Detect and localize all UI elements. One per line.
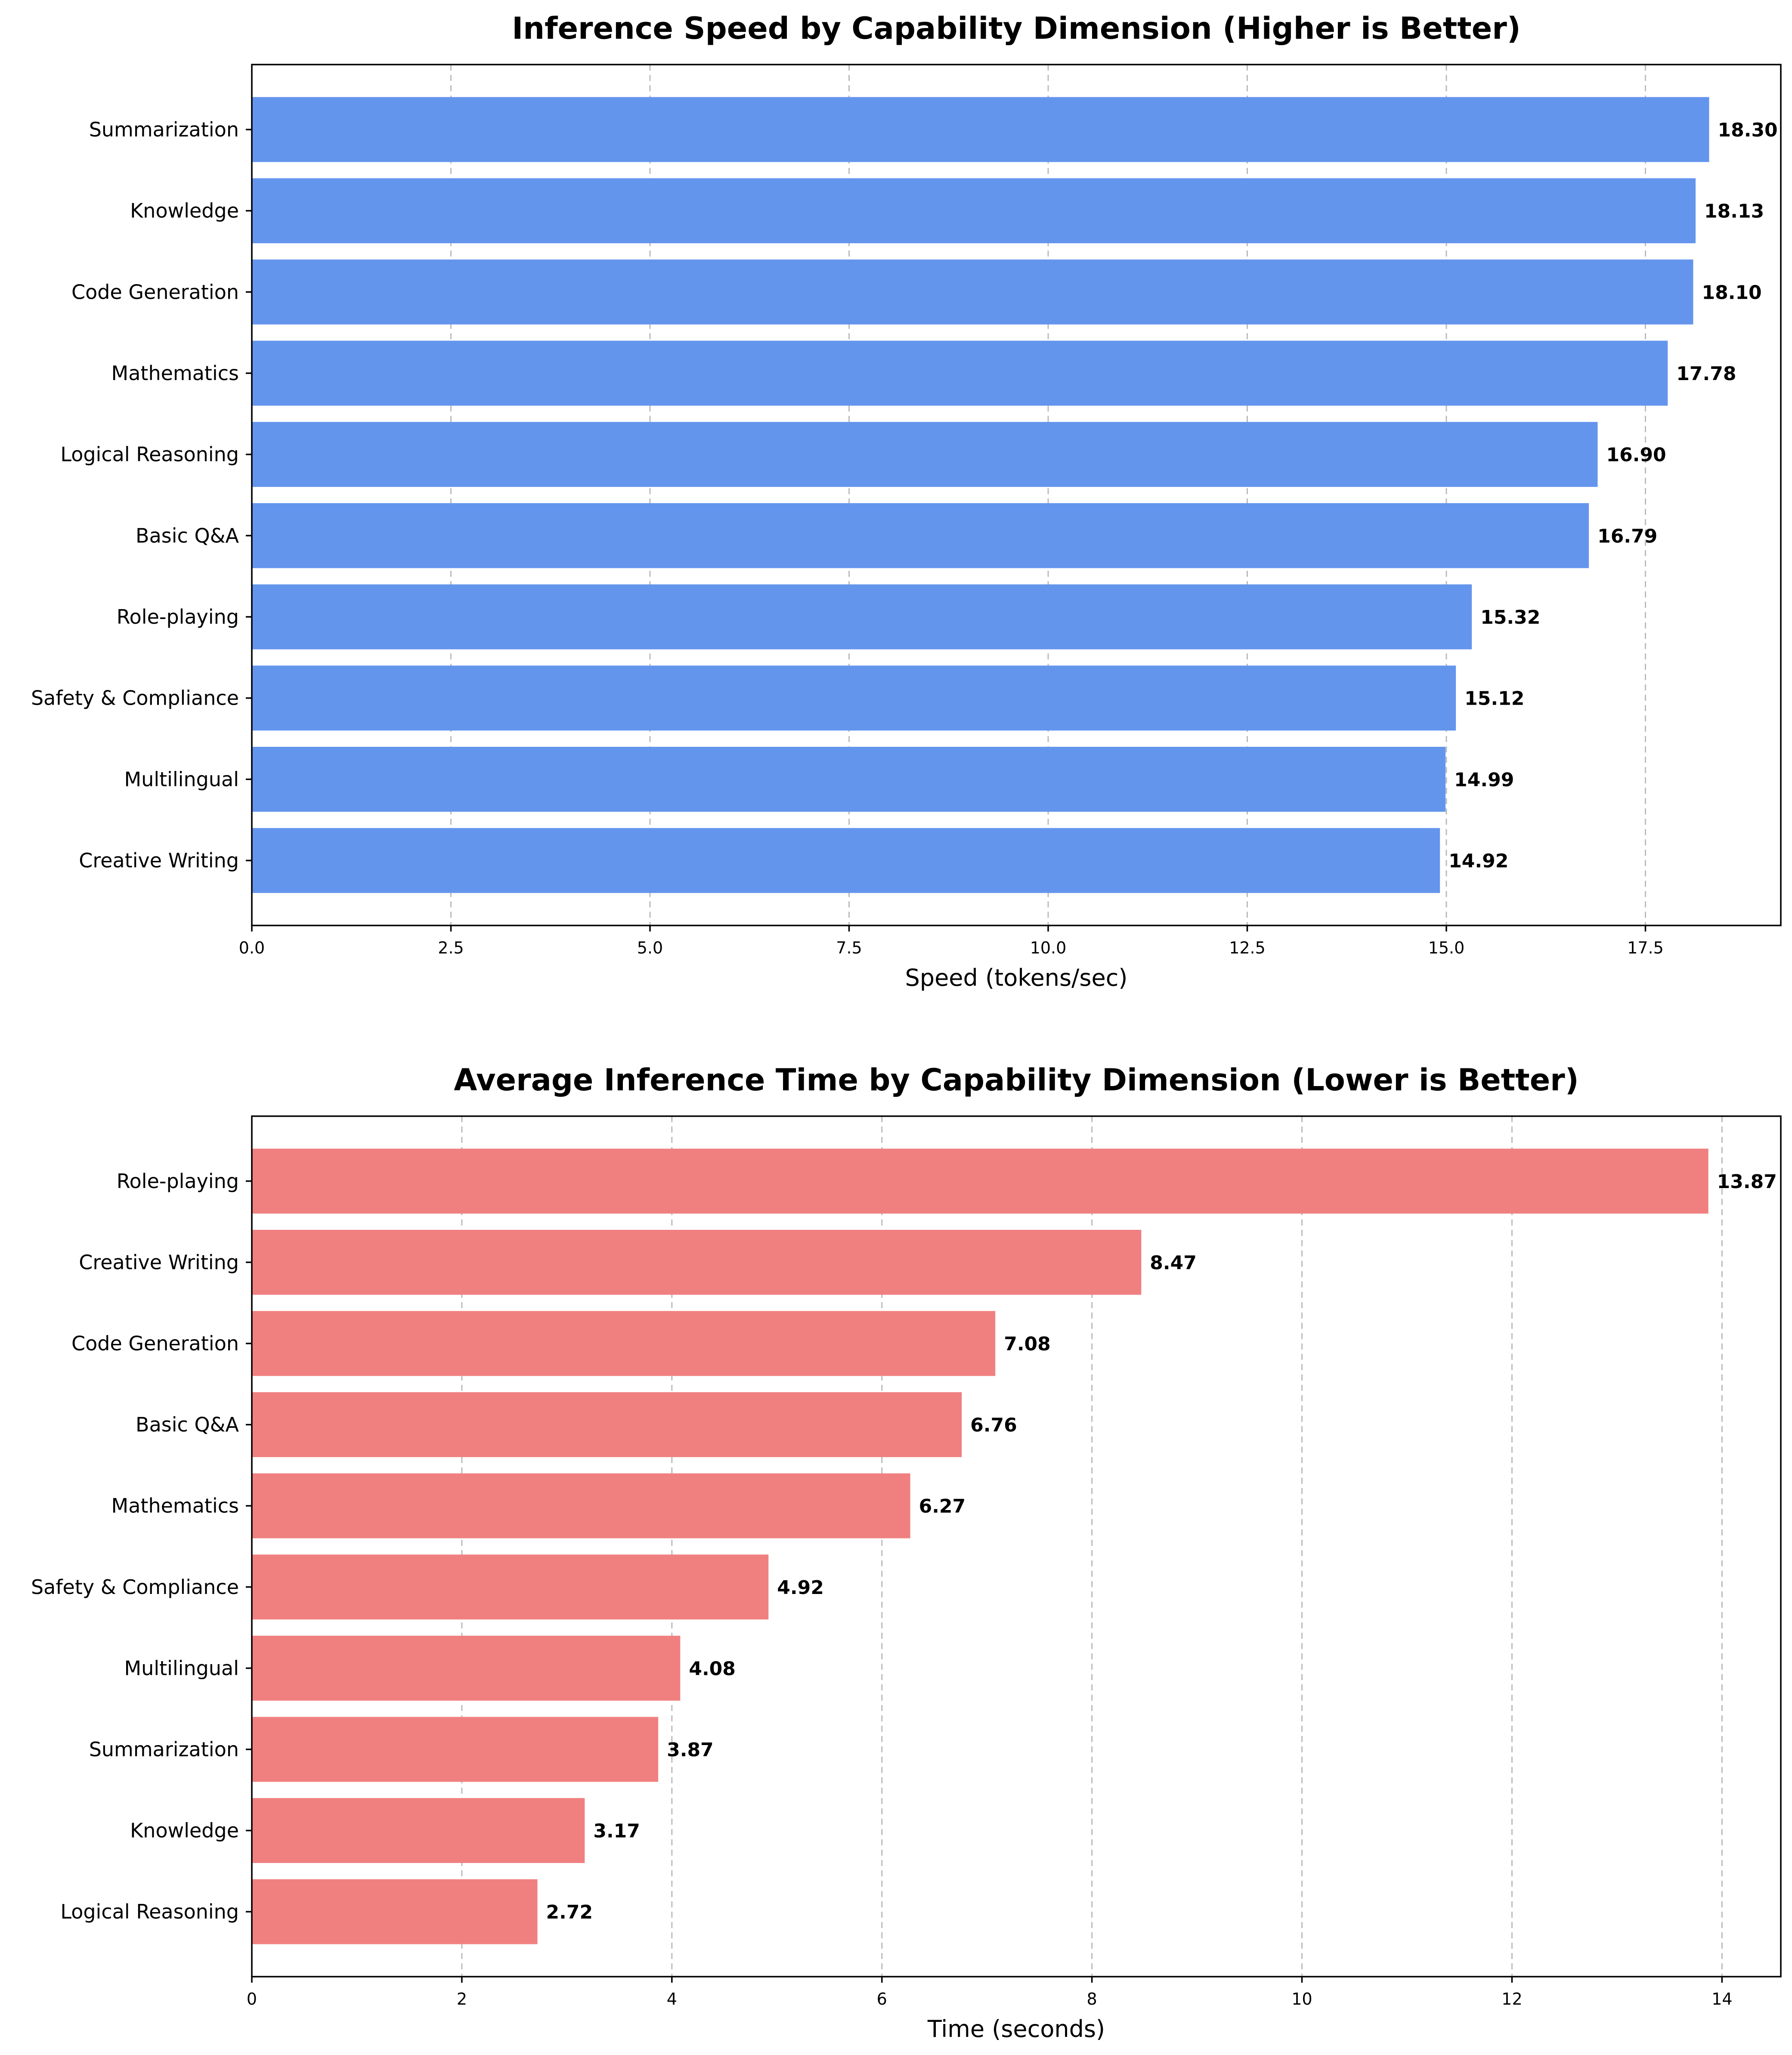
bar xyxy=(252,665,1456,731)
data-label: 7.08 xyxy=(1004,1333,1051,1355)
axes-frame xyxy=(251,64,1782,926)
x-tick-label: 10.0 xyxy=(1030,938,1067,957)
data-label: 14.92 xyxy=(1448,850,1508,872)
data-label: 15.32 xyxy=(1480,607,1540,628)
y-tick-label: Basic Q&A xyxy=(136,524,239,547)
y-tick-label: Mathematics xyxy=(111,1494,239,1517)
bar xyxy=(252,828,1440,893)
y-tick-label: Safety & Compliance xyxy=(31,687,239,710)
data-label: 16.79 xyxy=(1597,525,1657,547)
y-tick-label: Role-playing xyxy=(117,605,239,628)
data-label: 13.87 xyxy=(1717,1171,1777,1193)
data-label: 2.72 xyxy=(546,1901,593,1923)
data-label: 6.76 xyxy=(970,1414,1017,1436)
bar xyxy=(252,422,1598,487)
bar xyxy=(252,746,1446,812)
x-tick-label: 0.0 xyxy=(239,938,265,957)
x-tick-label: 0 xyxy=(247,1990,257,2009)
data-label: 4.92 xyxy=(777,1577,824,1599)
x-tick-label: 4 xyxy=(667,1990,677,2009)
y-tick-label: Mathematics xyxy=(111,362,239,385)
axes-frame xyxy=(251,1115,1782,1978)
y-tick-label: Role-playing xyxy=(117,1170,239,1193)
bar xyxy=(252,259,1693,325)
y-tick-label: Multilingual xyxy=(124,768,239,791)
bar xyxy=(252,503,1589,568)
data-label: 16.90 xyxy=(1606,444,1666,466)
x-tick-label: 10 xyxy=(1291,1990,1312,2009)
x-tick-label: 15.0 xyxy=(1428,938,1465,957)
bar xyxy=(252,178,1696,244)
data-label: 15.12 xyxy=(1464,688,1524,710)
x-tick-label: 2 xyxy=(457,1990,467,2009)
data-label: 18.13 xyxy=(1704,201,1764,223)
x-tick-label: 12.5 xyxy=(1229,938,1266,957)
x-tick-label: 7.5 xyxy=(836,938,862,957)
data-label: 18.30 xyxy=(1718,119,1778,141)
y-tick-label: Summarization xyxy=(89,1738,239,1761)
x-tick-label: 5.0 xyxy=(637,938,663,957)
bar xyxy=(252,1230,1142,1295)
data-label: 18.10 xyxy=(1702,282,1762,303)
bar xyxy=(252,1311,996,1376)
y-tick-label: Safety & Compliance xyxy=(31,1575,239,1599)
bar xyxy=(252,1473,910,1538)
bar xyxy=(252,340,1668,406)
bar xyxy=(252,1798,585,1863)
bar xyxy=(252,1148,1708,1214)
bar xyxy=(252,1554,769,1620)
data-label: 14.99 xyxy=(1454,769,1514,791)
data-label: 17.78 xyxy=(1676,363,1736,385)
x-tick-label: 14 xyxy=(1712,1990,1732,2009)
chart-panel-1: Inference Speed by Capability Dimension … xyxy=(31,11,1782,991)
data-label: 4.08 xyxy=(689,1658,736,1680)
y-tick-label: Creative Writing xyxy=(79,1250,239,1274)
chart-title: Average Inference Time by Capability Dim… xyxy=(454,1062,1578,1098)
y-tick-label: Code Generation xyxy=(71,280,239,303)
y-tick-label: Code Generation xyxy=(71,1332,239,1355)
y-tick-label: Knowledge xyxy=(130,199,239,223)
y-tick-label: Multilingual xyxy=(124,1656,239,1680)
data-label: 6.27 xyxy=(919,1495,966,1517)
bar xyxy=(252,1717,659,1782)
x-tick-label: 12 xyxy=(1501,1990,1522,2009)
y-tick-label: Basic Q&A xyxy=(136,1413,239,1436)
x-tick-label: 2.5 xyxy=(438,938,464,957)
y-tick-label: Logical Reasoning xyxy=(60,1900,239,1923)
x-axis-label: Speed (tokens/sec) xyxy=(905,964,1128,991)
data-label: 3.17 xyxy=(593,1820,640,1842)
y-tick-label: Knowledge xyxy=(130,1819,239,1842)
bar xyxy=(252,1879,538,1944)
x-tick-label: 6 xyxy=(877,1990,887,2009)
x-axis-label: Time (seconds) xyxy=(927,2015,1105,2043)
x-tick-label: 8 xyxy=(1087,1990,1097,2009)
x-tick-label: 17.5 xyxy=(1627,938,1664,957)
data-label: 3.87 xyxy=(667,1739,714,1761)
bar xyxy=(252,97,1709,162)
y-tick-label: Summarization xyxy=(89,118,239,141)
y-tick-label: Creative Writing xyxy=(79,849,239,872)
chart-panel-2: Average Inference Time by Capability Dim… xyxy=(31,1062,1782,2043)
data-label: 8.47 xyxy=(1150,1252,1197,1274)
chart-title: Inference Speed by Capability Dimension … xyxy=(512,11,1521,46)
bar xyxy=(252,1635,681,1701)
y-tick-label: Logical Reasoning xyxy=(60,443,239,466)
bar xyxy=(252,1392,962,1458)
bar xyxy=(252,584,1472,650)
